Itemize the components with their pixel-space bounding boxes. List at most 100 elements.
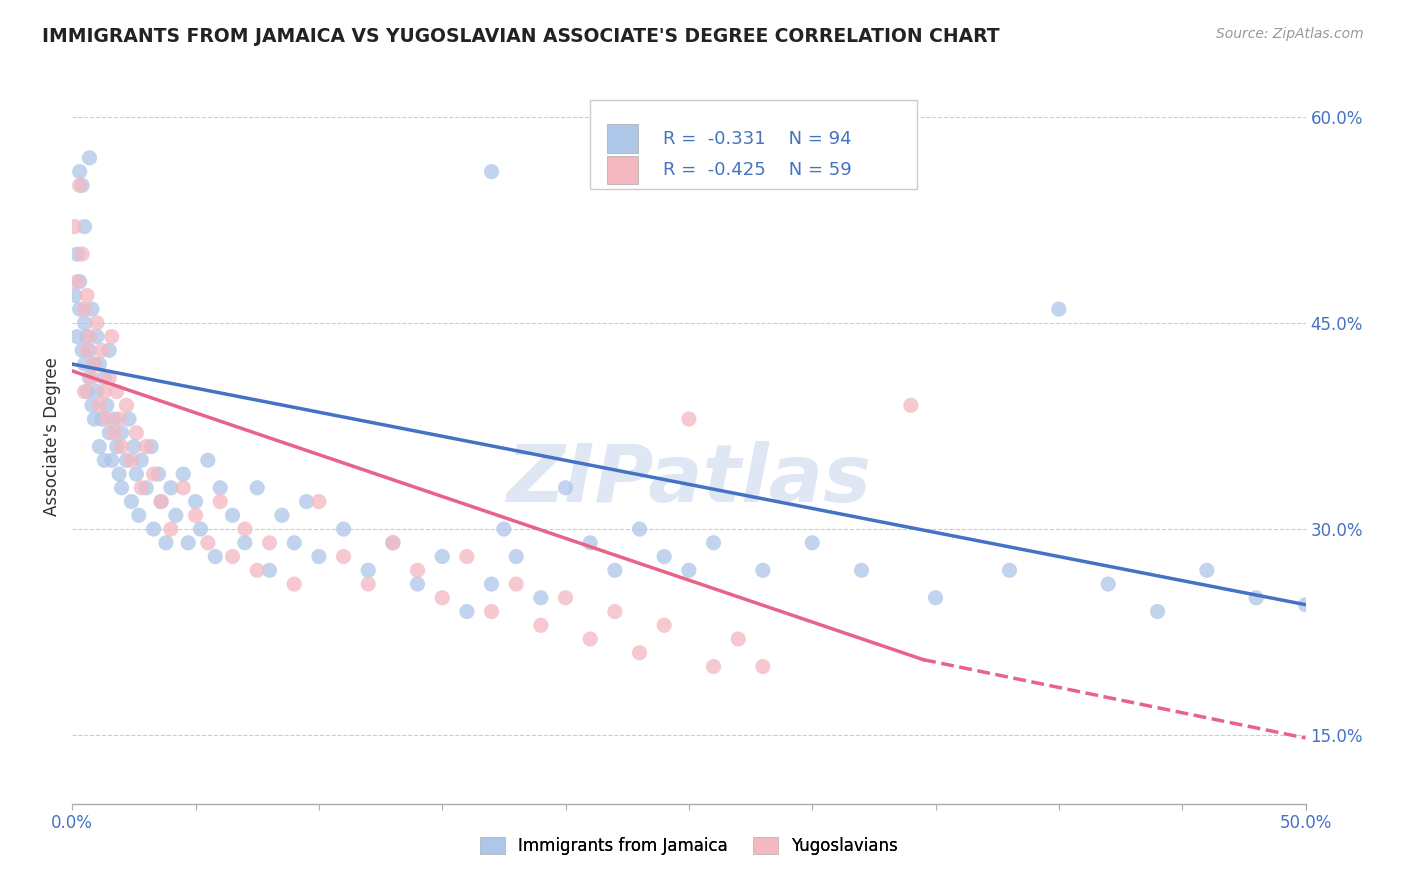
Point (70, 178, 93, 193)
Point (381, 536, 404, 550)
Text: R =  -0.425    N = 59: R = -0.425 N = 59 (664, 161, 852, 178)
Point (135, 481, 157, 495)
Point (209, 494, 232, 508)
Point (103, 425, 125, 440)
Point (93, 384, 115, 399)
Point (851, 563, 873, 577)
Point (76, 343, 98, 358)
Point (90, 343, 112, 358)
Point (554, 481, 576, 495)
Point (702, 659, 724, 673)
Point (73, 357, 96, 371)
Point (246, 563, 269, 577)
Point (283, 577, 305, 591)
Point (83, 357, 105, 371)
Point (481, 577, 503, 591)
Point (98, 343, 121, 358)
Point (135, 440, 157, 454)
Y-axis label: Associate's Degree: Associate's Degree (44, 357, 60, 516)
Point (270, 508, 292, 523)
Point (406, 577, 429, 591)
Point (129, 453, 152, 467)
Point (190, 522, 212, 536)
Point (1244, 591, 1267, 605)
Point (752, 659, 775, 673)
Point (1047, 302, 1070, 317)
Point (530, 618, 553, 632)
Point (90, 412, 112, 426)
Point (554, 591, 576, 605)
Point (259, 536, 281, 550)
Point (603, 605, 626, 619)
Point (221, 508, 243, 523)
Point (628, 646, 651, 660)
Point (432, 591, 454, 605)
Point (80, 371, 103, 385)
Point (105, 384, 128, 399)
Point (579, 632, 602, 646)
Point (76, 288, 98, 302)
Point (998, 563, 1021, 577)
Point (96, 398, 118, 412)
Point (79, 329, 101, 343)
Point (652, 618, 675, 632)
Point (492, 522, 515, 536)
Point (432, 549, 454, 564)
Point (900, 398, 922, 412)
Point (63, 219, 86, 234)
Point (727, 632, 749, 646)
Point (108, 467, 131, 481)
Point (66, 247, 89, 261)
Point (129, 481, 152, 495)
Point (184, 494, 207, 508)
Point (381, 536, 404, 550)
Point (505, 577, 527, 591)
Point (481, 605, 503, 619)
Point (678, 563, 700, 577)
Point (120, 453, 142, 467)
Point (197, 536, 219, 550)
Point (110, 425, 132, 440)
Point (128, 508, 150, 523)
Point (98, 425, 121, 440)
Point (70, 247, 93, 261)
Point (89, 440, 111, 454)
Point (142, 522, 165, 536)
Point (308, 494, 330, 508)
Point (80, 398, 103, 412)
Point (233, 522, 256, 536)
Point (1146, 605, 1168, 619)
Point (86, 316, 108, 330)
Text: ZIPatlas: ZIPatlas (506, 442, 872, 519)
Point (801, 536, 824, 550)
Point (69, 164, 91, 178)
Point (73, 219, 96, 234)
Point (79, 371, 101, 385)
Point (204, 549, 226, 564)
Point (197, 453, 219, 467)
Point (579, 536, 602, 550)
Point (83, 412, 105, 426)
Point (628, 522, 651, 536)
Point (505, 549, 527, 564)
Point (108, 412, 131, 426)
Point (702, 536, 724, 550)
Point (141, 440, 163, 454)
Point (308, 549, 330, 564)
Point (89, 398, 111, 412)
Point (332, 549, 354, 564)
Point (530, 591, 553, 605)
Point (148, 467, 170, 481)
Point (456, 605, 478, 619)
Point (122, 440, 145, 454)
Point (76, 384, 98, 399)
Point (172, 481, 194, 495)
Point (150, 494, 173, 508)
Legend: Immigrants from Jamaica, Yugoslavians: Immigrants from Jamaica, Yugoslavians (474, 830, 904, 862)
Point (406, 563, 429, 577)
Point (142, 467, 165, 481)
Point (924, 591, 946, 605)
Point (1195, 563, 1218, 577)
Point (332, 522, 354, 536)
Point (456, 549, 478, 564)
